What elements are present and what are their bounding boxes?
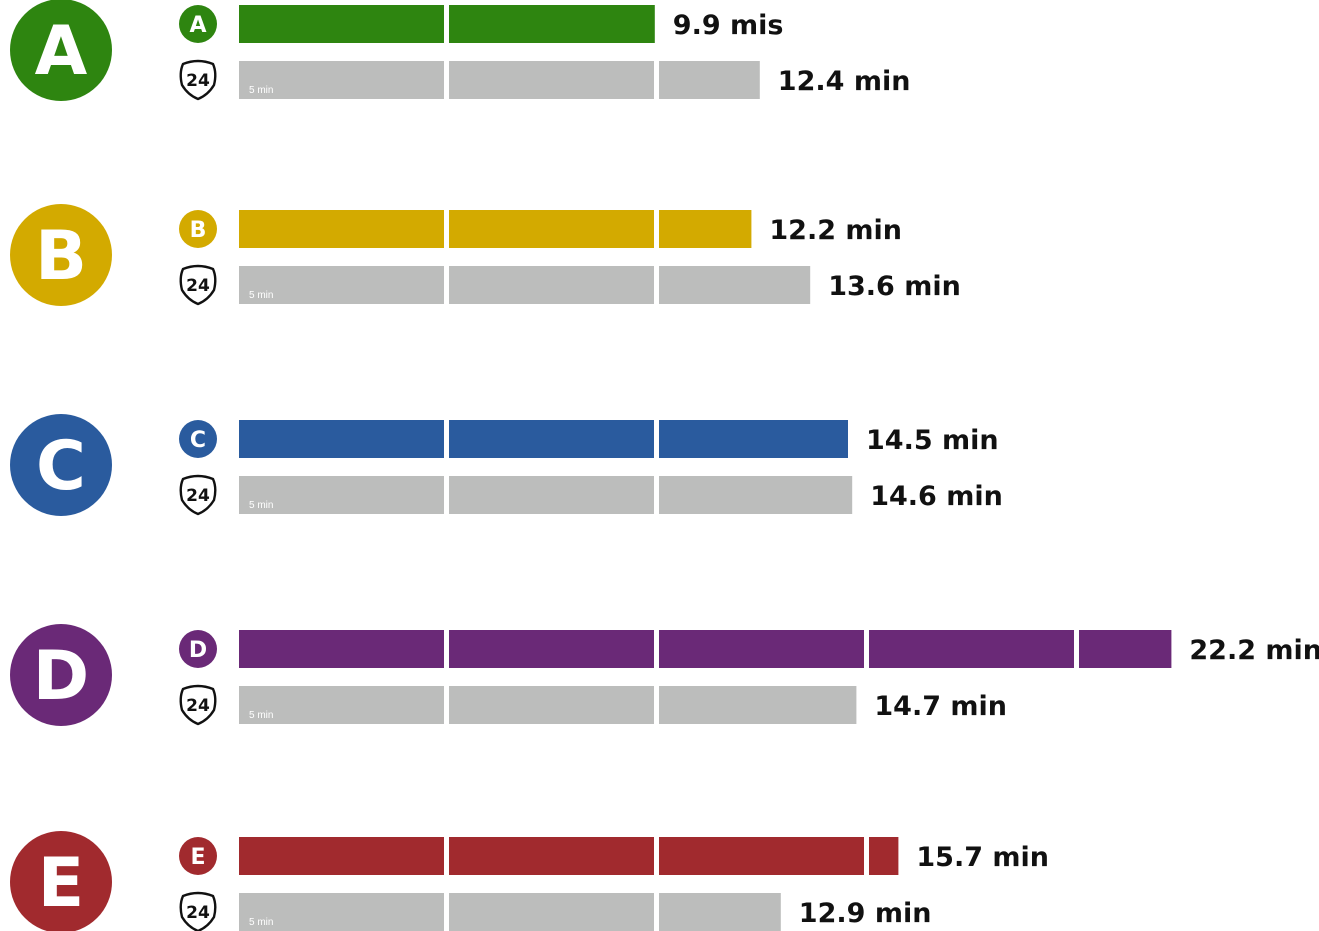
us-24-shield-icon: 24 xyxy=(179,684,217,726)
segment-scale-label: 5 min xyxy=(249,85,273,96)
shield-number: 24 xyxy=(186,903,210,923)
segment-scale-label: 5 min xyxy=(249,290,273,301)
value-label: 12.4 min xyxy=(778,66,911,97)
bar-segment-d-1 xyxy=(239,630,444,668)
segment-scale-label: 5 min xyxy=(249,917,273,928)
bar-segment-c-baseline-1 xyxy=(239,476,444,514)
bar-segment-b-3 xyxy=(659,210,752,248)
us-24-shield-icon: 24 xyxy=(179,891,217,931)
us-24-shield-icon: 24 xyxy=(179,59,217,101)
small-badge-letter: B xyxy=(190,218,207,243)
small-badge-letter: A xyxy=(189,13,206,38)
bar-segment-d-baseline-2 xyxy=(449,686,654,724)
line-a-badge-icon: A xyxy=(10,0,112,101)
small-badge-letter: D xyxy=(189,638,207,663)
bar-segment-d-baseline-1 xyxy=(239,686,444,724)
bar-segment-b-baseline-3 xyxy=(659,266,811,304)
value-label: 12.9 min xyxy=(799,898,932,929)
bar-segment-e-4 xyxy=(869,837,899,875)
badge-letter: E xyxy=(38,844,84,923)
line-d-badge-icon: D xyxy=(10,624,112,726)
value-label: 14.5 min xyxy=(866,425,999,456)
bar-segment-a-2 xyxy=(449,5,655,43)
shield-outline xyxy=(179,474,217,516)
badge-circle xyxy=(10,624,112,726)
badge-letter: A xyxy=(35,12,88,91)
badge-circle xyxy=(10,414,112,516)
shield-number: 24 xyxy=(186,71,210,91)
value-label: 13.6 min xyxy=(828,271,961,302)
badge-letter: D xyxy=(33,637,89,716)
group-c: C C 14.5 min 24 5 min 14.6 min xyxy=(10,414,1003,516)
bar-segment-e-baseline-3 xyxy=(659,893,781,931)
value-label: 12.2 min xyxy=(769,215,902,246)
line-b-small-badge-icon: B xyxy=(179,210,217,248)
bar-segment-d-2 xyxy=(449,630,654,668)
bar-segment-e-3 xyxy=(659,837,864,875)
line-b-badge-icon: B xyxy=(10,204,112,306)
line-e-small-badge-icon: E xyxy=(179,837,217,875)
shield-number: 24 xyxy=(186,696,210,716)
group-a: A A 9.9 mis 24 5 min 12.4 min xyxy=(10,0,910,101)
bar-segment-e-baseline-1 xyxy=(239,893,444,931)
group-e: E E 15.7 min 24 5 min 12.9 min xyxy=(10,831,1049,931)
bar-segment-c-3 xyxy=(659,420,848,458)
bar-segment-e-1 xyxy=(239,837,444,875)
badge-letter: C xyxy=(36,427,86,506)
bar-segment-c-1 xyxy=(239,420,444,458)
badge-circle xyxy=(10,831,112,931)
bar-segment-b-baseline-2 xyxy=(449,266,654,304)
group-b: B B 12.2 min 24 5 min 13.6 min xyxy=(10,204,961,306)
bar-segment-d-3 xyxy=(659,630,864,668)
line-e-badge-icon: E xyxy=(10,831,112,931)
small-badge-circle xyxy=(179,837,217,875)
shield-outline xyxy=(179,59,217,101)
bar-segment-a-baseline-3 xyxy=(659,61,760,99)
bar-segment-d-4 xyxy=(869,630,1074,668)
bar-segment-e-2 xyxy=(449,837,654,875)
us-24-shield-icon: 24 xyxy=(179,474,217,516)
value-label: 22.2 min xyxy=(1189,635,1319,666)
value-label: 9.9 mis xyxy=(673,10,784,41)
bar-segment-e-baseline-2 xyxy=(449,893,654,931)
bar-segment-b-2 xyxy=(449,210,654,248)
bar-segment-a-1 xyxy=(239,5,444,43)
shield-outline xyxy=(179,891,217,931)
bar-segment-a-baseline-1 xyxy=(239,61,444,99)
segment-scale-label: 5 min xyxy=(249,500,273,511)
value-label: 15.7 min xyxy=(916,842,1049,873)
bar-segment-c-baseline-2 xyxy=(449,476,654,514)
us-24-shield-icon: 24 xyxy=(179,264,217,306)
line-c-small-badge-icon: C xyxy=(179,420,217,458)
badge-letter: B xyxy=(35,217,87,296)
small-badge-circle xyxy=(179,210,217,248)
small-badge-letter: E xyxy=(190,845,205,870)
bar-segment-d-baseline-3 xyxy=(659,686,857,724)
group-d: D D 22.2 min 24 5 min 14.7 min xyxy=(10,624,1319,726)
badge-circle xyxy=(10,0,112,101)
line-a-small-badge-icon: A xyxy=(179,5,217,43)
shield-number: 24 xyxy=(186,276,210,296)
bar-segment-a-baseline-2 xyxy=(449,61,654,99)
line-c-badge-icon: C xyxy=(10,414,112,516)
bar-segment-c-2 xyxy=(449,420,654,458)
shield-outline xyxy=(179,264,217,306)
value-label: 14.6 min xyxy=(870,481,1003,512)
small-badge-circle xyxy=(179,420,217,458)
small-badge-circle xyxy=(179,5,217,43)
bar-segment-c-baseline-3 xyxy=(659,476,853,514)
badge-circle xyxy=(10,204,112,306)
line-d-small-badge-icon: D xyxy=(179,630,217,668)
bar-segment-d-5 xyxy=(1079,630,1172,668)
bar-segment-b-1 xyxy=(239,210,444,248)
shield-outline xyxy=(179,684,217,726)
shield-number: 24 xyxy=(186,486,210,506)
segment-scale-label: 5 min xyxy=(249,710,273,721)
small-badge-circle xyxy=(179,630,217,668)
bar-segment-b-baseline-1 xyxy=(239,266,444,304)
small-badge-letter: C xyxy=(190,428,206,453)
value-label: 14.7 min xyxy=(874,691,1007,722)
